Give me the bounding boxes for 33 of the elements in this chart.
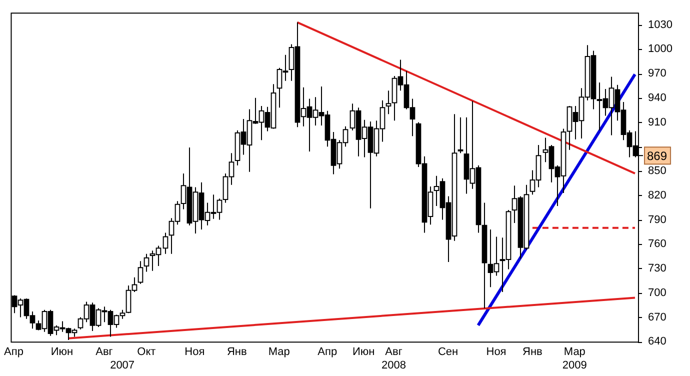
x-tick-label: Авг [96,346,113,358]
x-tick-label: Ноя [486,346,506,358]
x-tick-label: Ноя [184,346,205,358]
x-tick-label: Янв [226,346,247,358]
y-tick-label: 640 [648,336,666,348]
candlestick [458,116,464,154]
text: 869 [647,148,668,163]
y-tick-label: 790 [648,214,666,226]
y-tick-label: 730 [648,262,666,275]
x-tick-label: Янв [522,346,543,358]
y-tick-label: 670 [648,311,666,324]
x-tick-label: Сен [438,346,458,358]
x-tick-label: 2007 [110,359,135,372]
y-tick-label: 970 [648,68,666,80]
x-tick-label: Апр [318,346,338,358]
candlestick [138,260,144,284]
y-tick-label: 700 [648,286,666,299]
candlestick [144,253,150,272]
y-tick-label: 940 [648,92,666,104]
y-tick-label: 1000 [648,43,672,56]
x-tick-label: Авг 2008 [381,346,406,372]
y-tick-label: 820 [648,189,666,202]
x-tick-label: Окт [137,346,156,358]
x-tick-label: Июн [352,346,375,358]
x-tick-label: Мар [268,346,290,358]
x-tick-label: Апр [4,346,24,358]
x-tick-label: Мар 2009 [562,346,587,372]
x-tick-label: Июн [50,346,74,358]
y-tick-label: 850 [648,165,666,178]
candlestick [162,232,168,254]
y-tick-label: 1030 [648,18,672,31]
y-tick-label: 760 [648,238,666,250]
y-tick-label: 910 [648,116,666,128]
